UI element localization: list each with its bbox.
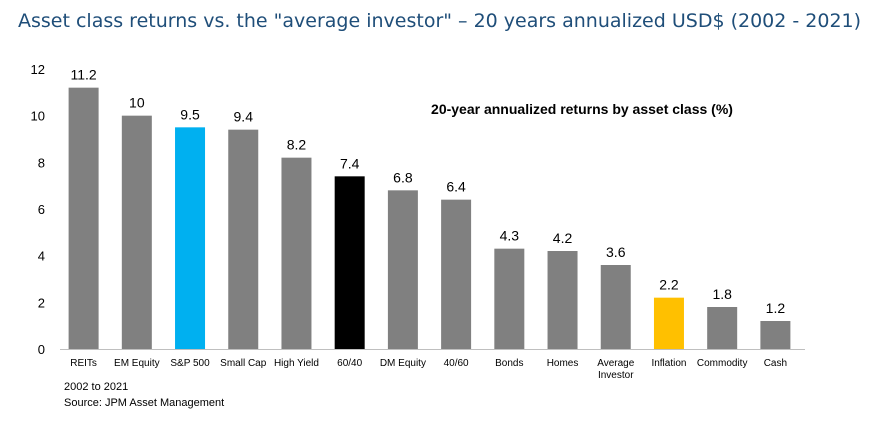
bar-commodity (707, 307, 738, 349)
x-tick-label: Commodity (697, 358, 748, 369)
data-label: 4.3 (500, 228, 520, 244)
footnote-period: 2002 to 2021 (64, 381, 128, 393)
bar-high-yield (281, 157, 312, 349)
data-label: 9.5 (180, 106, 200, 122)
data-label: 4.2 (553, 230, 573, 246)
x-tick-label: EM Equity (114, 358, 160, 369)
data-label: 11.2 (70, 67, 96, 83)
x-tick-label: DM Equity (380, 358, 426, 369)
y-tick-label: 10 (31, 109, 45, 124)
data-label: 3.6 (606, 244, 626, 260)
y-axis: 0 2 4 6 8 10 12 (31, 62, 45, 357)
x-tick-label: S&P 500 (170, 358, 210, 369)
bar-homes (547, 251, 578, 349)
bar-60-40 (334, 176, 365, 349)
footnote-source: Source: JPM Asset Management (64, 397, 224, 409)
bar-average-investor (600, 265, 631, 349)
bar-em-equity (121, 115, 152, 350)
x-tick-label: Small Cap (220, 358, 267, 369)
value-labels: 11.2 10 9.5 9.4 8.2 7.4 6.8 6.4 4.3 4.2 3.6 2.2 1.8 1… (70, 67, 785, 316)
x-tick-label: 60/40 (337, 358, 362, 369)
bar-small-cap (228, 129, 259, 349)
data-label: 6.8 (393, 169, 413, 185)
x-tick-label: Bonds (495, 358, 523, 369)
data-label: 1.8 (712, 286, 732, 302)
x-tick-labels: REITs EM Equity S&P 500 Small Cap High Yield… (70, 358, 787, 381)
x-tick-label: Homes (547, 358, 579, 369)
x-tick-label: Inflation (651, 358, 686, 369)
x-tick-label: REITs (70, 358, 97, 369)
y-tick-label: 2 (38, 295, 45, 310)
bar-s-p-500 (175, 127, 206, 349)
bar-cash (760, 321, 791, 349)
bar-bonds (494, 248, 525, 349)
bar-reits (68, 87, 99, 350)
data-label: 8.2 (287, 137, 307, 153)
x-tick-label: Investor (598, 370, 634, 381)
bar-dm-equity (387, 190, 418, 349)
x-tick-label: Average (597, 358, 635, 369)
y-tick-label: 4 (38, 249, 45, 264)
bar-40-60 (441, 199, 472, 349)
bars (68, 87, 791, 350)
bar-inflation (653, 297, 684, 349)
data-label: 6.4 (446, 179, 466, 195)
y-tick-label: 6 (38, 202, 45, 217)
x-tick-label: 40/60 (444, 358, 469, 369)
data-label: 1.2 (766, 300, 786, 316)
data-label: 7.4 (340, 155, 360, 171)
data-label: 10 (129, 95, 145, 111)
x-tick-label: High Yield (274, 358, 319, 369)
y-tick-label: 12 (31, 62, 45, 77)
chart-title: Asset class returns vs. the "average inv… (18, 10, 862, 32)
chart-annotation: 20-year annualized returns by asset clas… (431, 101, 733, 117)
data-label: 2.2 (659, 277, 679, 293)
data-label: 9.4 (234, 109, 254, 125)
y-tick-label: 0 (38, 342, 45, 357)
x-tick-label: Cash (764, 358, 787, 369)
y-tick-label: 8 (38, 155, 45, 170)
